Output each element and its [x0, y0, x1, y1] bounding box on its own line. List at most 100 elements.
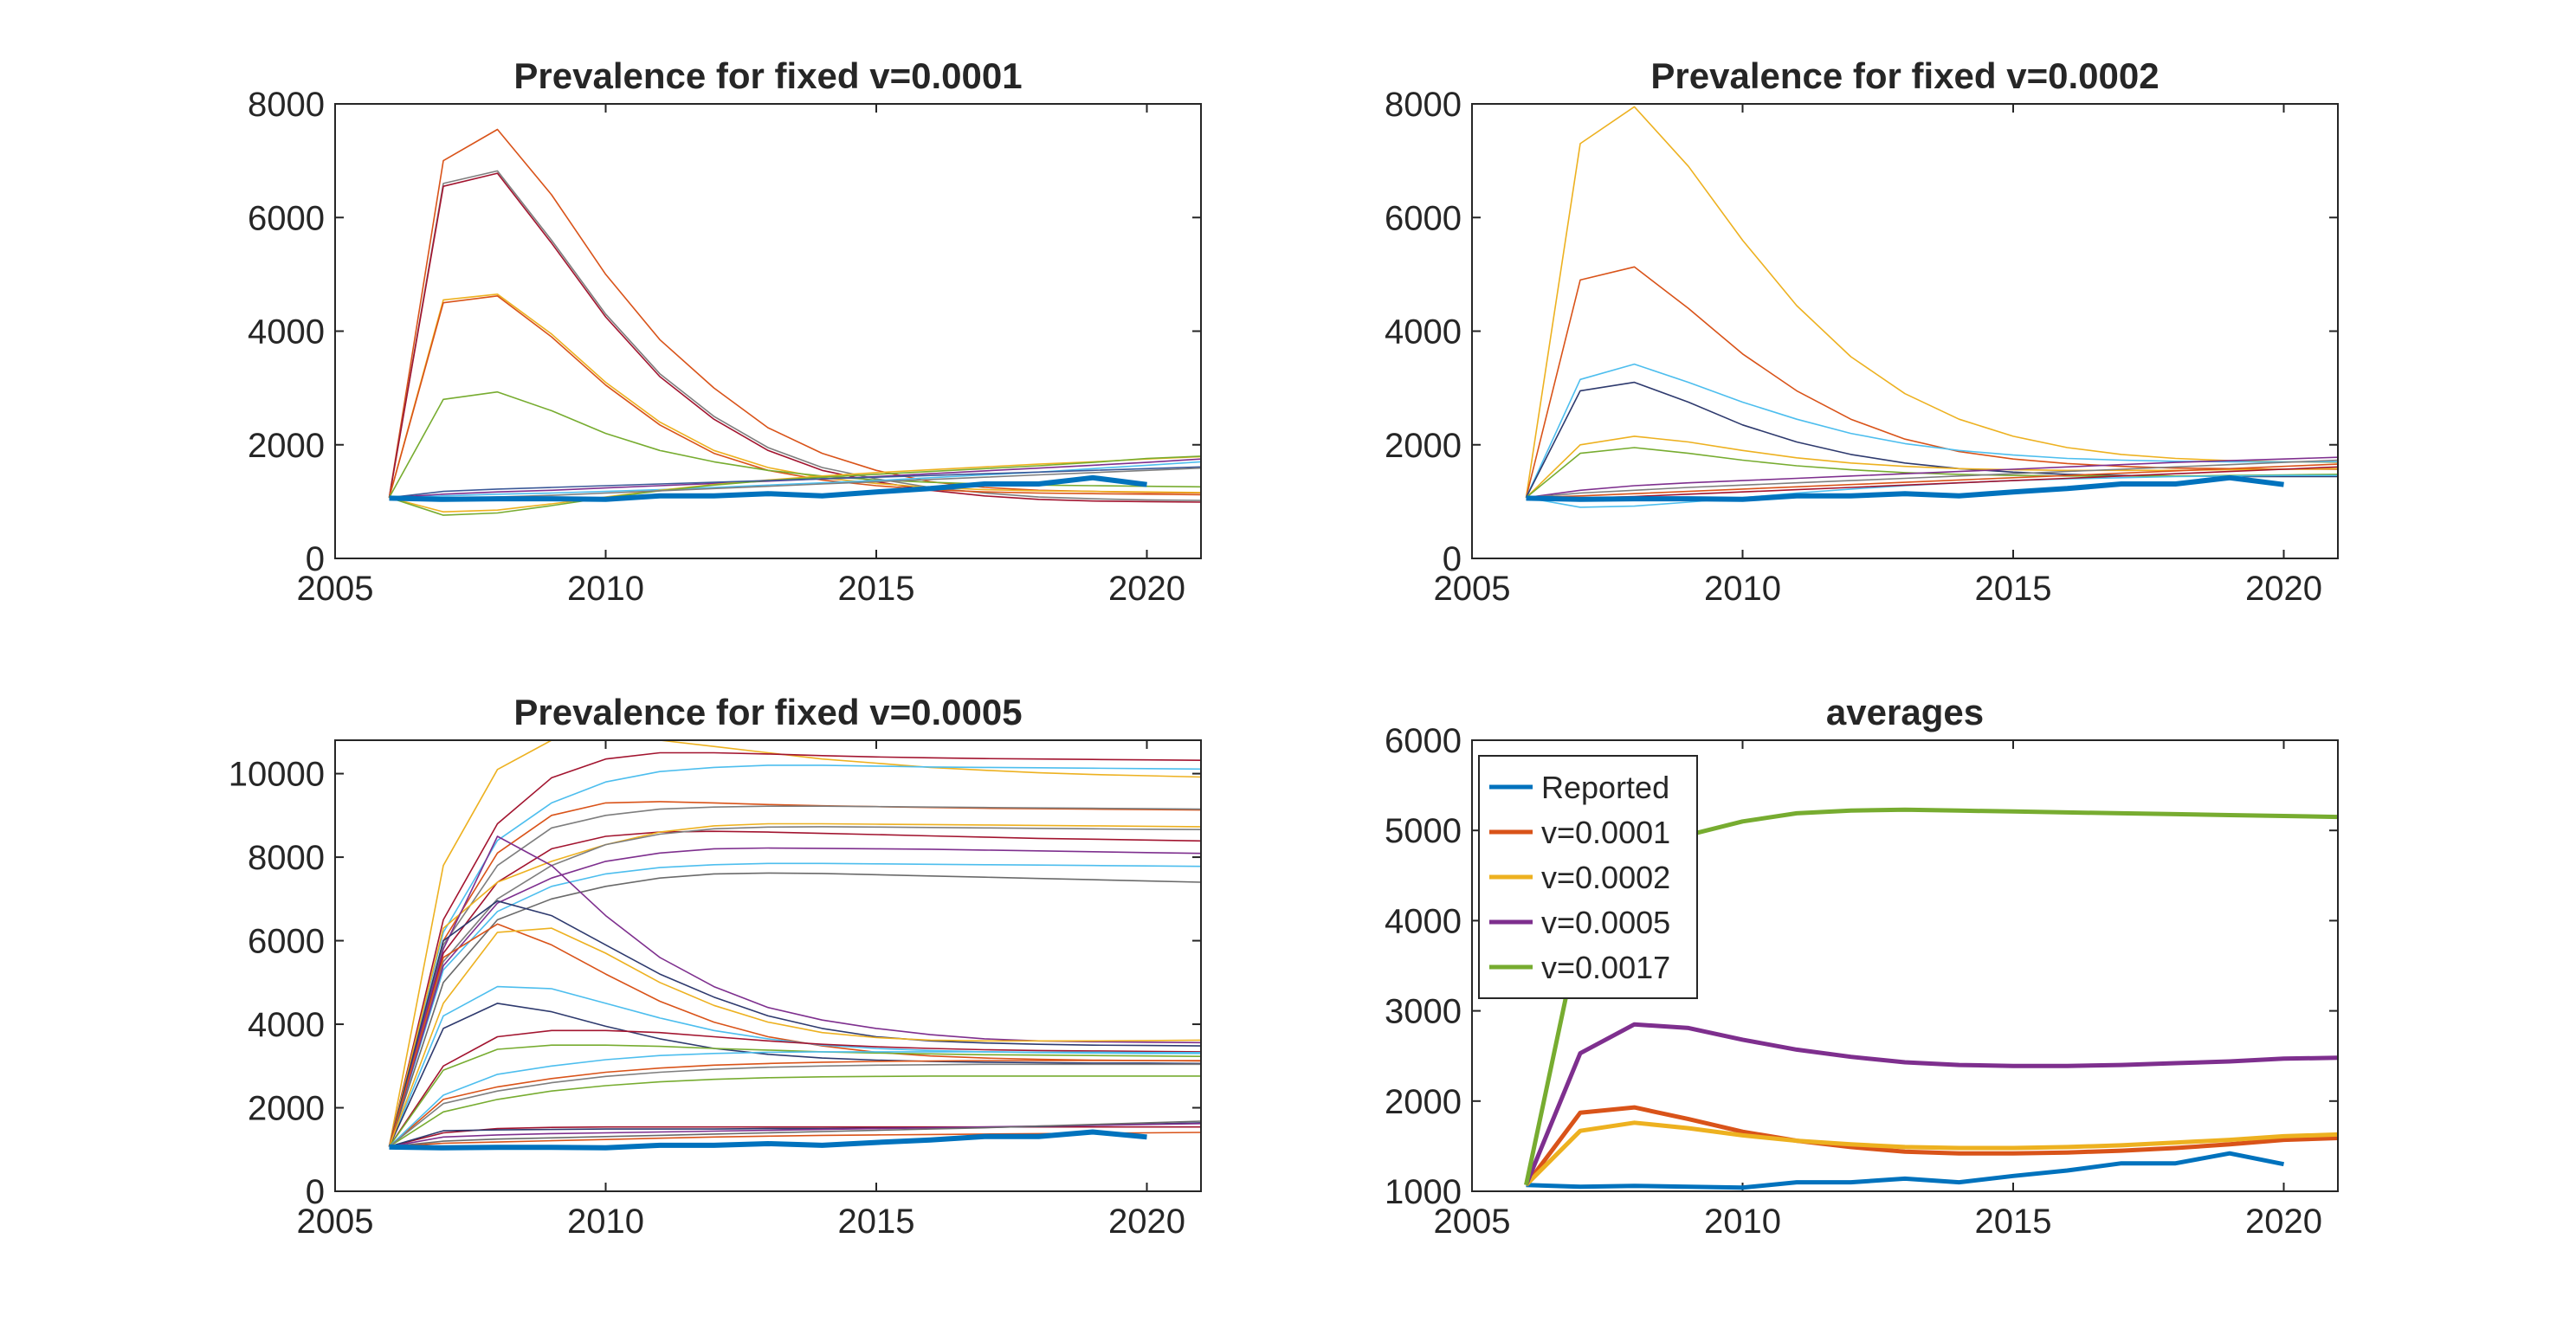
series-line: [1525, 266, 2338, 498]
x-tick-label: 2020: [1108, 570, 1185, 608]
series-line: [1526, 1151, 2284, 1190]
y-tick-label: 4000: [1385, 902, 1462, 940]
series-line: [1526, 459, 2338, 499]
x-tick-label: 2015: [838, 1203, 915, 1241]
series-line: [1526, 456, 2338, 499]
reported-line: [389, 474, 1147, 502]
axes-box: [1471, 739, 2339, 1192]
x-tick-label: 2020: [2245, 1203, 2322, 1241]
y-tick-label: 4000: [1385, 313, 1462, 351]
x-tick-label: 2010: [1704, 570, 1781, 608]
chart-title: averages: [1826, 692, 1984, 732]
y-tick-label: 8000: [248, 839, 325, 877]
y-tick-label: 2000: [248, 1090, 325, 1128]
y-tick-label: 2000: [1385, 427, 1462, 465]
y-tick-label: 3000: [1385, 993, 1462, 1031]
series-line: [1525, 106, 2338, 498]
x-tick-label: 2005: [297, 1203, 374, 1241]
y-tick-label: 6000: [1385, 722, 1462, 760]
reported-line: [1526, 474, 2284, 502]
legend: Reported v=0.0001 v=0.0002 v=0.0005 v=0.0017: [1478, 755, 1698, 999]
series-line: [388, 294, 1201, 499]
series-line: [388, 764, 1201, 1147]
series-line: [389, 1063, 1201, 1148]
series-line: [388, 1051, 1201, 1147]
series-line: [388, 872, 1201, 1147]
x-tick-label: 2010: [567, 570, 644, 608]
series-line: [388, 822, 1201, 1147]
y-tick-label: 8000: [1385, 86, 1462, 124]
series-line: [389, 466, 1201, 499]
series-line: [388, 900, 1201, 1147]
legend-label: v=0.0005: [1541, 905, 1670, 940]
panel-v0001: Prevalence for fixed v=0.0001 2005 2010 201…: [248, 55, 1202, 608]
legend-label: v=0.0002: [1541, 860, 1670, 895]
series-line: [1526, 463, 2338, 499]
x-tick-label: 2020: [1108, 1203, 1185, 1241]
series-line: [388, 1060, 1201, 1148]
series-line: [388, 172, 1201, 503]
series-line: [388, 751, 1201, 1147]
series-line: [389, 1125, 1201, 1148]
series-line: [388, 170, 1201, 501]
x-tick-label: 2005: [297, 570, 374, 608]
series-line: [388, 1044, 1201, 1147]
series-line: [388, 805, 1201, 1147]
y-tick-label: 4000: [248, 1006, 325, 1044]
panel-averages: averages 2005 2010 2015 2020 1000 2000 3000 4000…: [1385, 692, 2339, 1241]
y-tick-label: 8000: [248, 86, 325, 124]
series-line: [1524, 1105, 2338, 1187]
series-line: [388, 862, 1201, 1147]
x-tick-label: 2005: [1434, 570, 1511, 608]
series-line: [388, 390, 1201, 499]
plot-area: [388, 740, 1201, 1151]
series-line: [1526, 466, 2338, 500]
series-line: [388, 835, 1201, 1147]
axes-box: [334, 739, 1202, 1192]
reported-line: [389, 1129, 1147, 1151]
x-tick-label: 2005: [1434, 1203, 1511, 1241]
x-tick-label: 2010: [1704, 1203, 1781, 1241]
y-tick-label: 10000: [229, 756, 325, 794]
series-line: [389, 1120, 1201, 1148]
y-tick-label: 5000: [1385, 812, 1462, 850]
series-line: [389, 461, 1201, 499]
series-line: [388, 1003, 1201, 1147]
y-tick-label: 6000: [248, 199, 325, 237]
x-tick-label: 2015: [838, 570, 915, 608]
series-line: [388, 927, 1201, 1147]
series-line: [389, 1075, 1201, 1148]
legend-label: v=0.0001: [1541, 815, 1670, 850]
y-tick-label: 6000: [1385, 199, 1462, 237]
series-line: [389, 455, 1201, 516]
y-tick-label: 2000: [1385, 1083, 1462, 1121]
y-tick-label: 6000: [248, 923, 325, 961]
y-tick-label: 1000: [1385, 1173, 1462, 1211]
y-tick-label: 2000: [248, 427, 325, 465]
series-line: [388, 847, 1201, 1147]
chart-title: Prevalence for fixed v=0.0002: [1650, 55, 2159, 96]
y-tick-label: 4000: [248, 313, 325, 351]
chart-title: Prevalence for fixed v=0.0001: [513, 55, 1022, 96]
panel-v0005: Prevalence for fixed v=0.0005 2005 2010 201…: [229, 692, 1202, 1241]
series-line: [388, 128, 1201, 498]
x-tick-label: 2010: [567, 1203, 644, 1241]
axes-box: [1471, 103, 2339, 559]
series-line: [388, 826, 1201, 1147]
legend-label: v=0.0017: [1541, 950, 1670, 985]
plot-area: [1525, 106, 2338, 508]
y-tick-label: 0: [306, 1173, 325, 1211]
series-line: [389, 455, 1201, 513]
series-line: [1524, 1022, 2338, 1186]
x-tick-label: 2015: [1975, 1203, 2052, 1241]
chart-title: Prevalence for fixed v=0.0005: [513, 692, 1022, 732]
x-tick-label: 2020: [2245, 570, 2322, 608]
panel-v0002: Prevalence for fixed v=0.0002 2005 2010 201…: [1385, 55, 2339, 608]
x-tick-label: 2015: [1975, 570, 2052, 608]
series-line: [1524, 1120, 2338, 1187]
series-line: [388, 1029, 1201, 1147]
axes-box: [334, 103, 1202, 559]
series-line: [388, 830, 1201, 1147]
series-line: [388, 801, 1201, 1147]
